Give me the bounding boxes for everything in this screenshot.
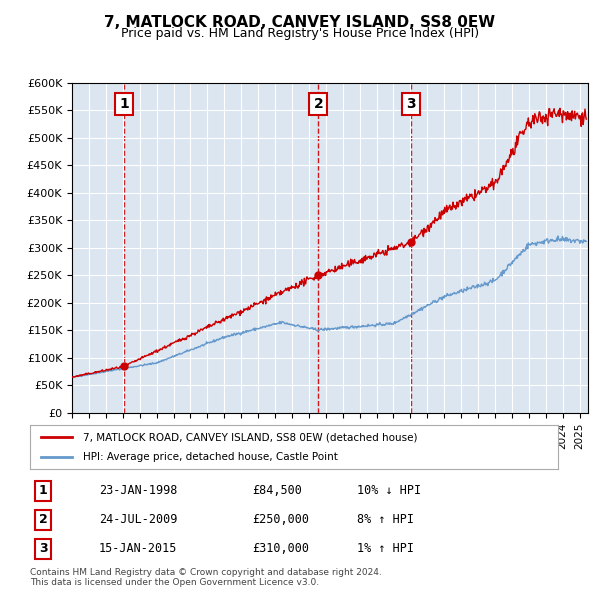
Text: This data is licensed under the Open Government Licence v3.0.: This data is licensed under the Open Gov… — [30, 578, 319, 587]
Text: 7, MATLOCK ROAD, CANVEY ISLAND, SS8 0EW (detached house): 7, MATLOCK ROAD, CANVEY ISLAND, SS8 0EW … — [83, 432, 418, 442]
Text: 23-JAN-1998: 23-JAN-1998 — [98, 484, 177, 497]
Text: 10% ↓ HPI: 10% ↓ HPI — [358, 484, 421, 497]
Text: 3: 3 — [39, 542, 47, 556]
Text: HPI: Average price, detached house, Castle Point: HPI: Average price, detached house, Cast… — [83, 452, 338, 461]
Text: £250,000: £250,000 — [252, 513, 309, 526]
Text: 1: 1 — [119, 97, 129, 111]
Text: 2: 2 — [313, 97, 323, 111]
Text: 1: 1 — [39, 484, 47, 497]
Text: 7, MATLOCK ROAD, CANVEY ISLAND, SS8 0EW: 7, MATLOCK ROAD, CANVEY ISLAND, SS8 0EW — [104, 15, 496, 30]
Text: Price paid vs. HM Land Registry's House Price Index (HPI): Price paid vs. HM Land Registry's House … — [121, 27, 479, 40]
Text: 8% ↑ HPI: 8% ↑ HPI — [358, 513, 415, 526]
Text: 1% ↑ HPI: 1% ↑ HPI — [358, 542, 415, 556]
Text: 15-JAN-2015: 15-JAN-2015 — [98, 542, 177, 556]
Text: £84,500: £84,500 — [252, 484, 302, 497]
Text: 24-JUL-2009: 24-JUL-2009 — [98, 513, 177, 526]
Text: Contains HM Land Registry data © Crown copyright and database right 2024.: Contains HM Land Registry data © Crown c… — [30, 568, 382, 576]
Text: 3: 3 — [406, 97, 416, 111]
Text: 2: 2 — [39, 513, 47, 526]
Text: £310,000: £310,000 — [252, 542, 309, 556]
